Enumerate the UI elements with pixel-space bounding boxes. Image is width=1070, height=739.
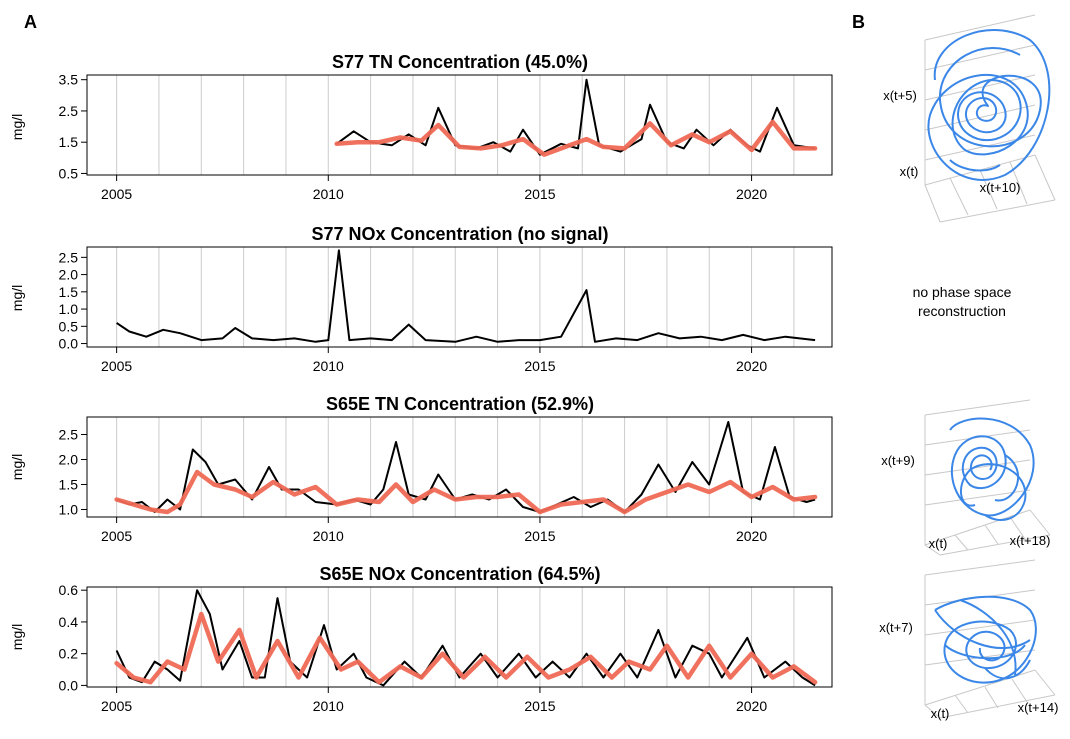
y-tick-label: 2.5	[59, 103, 79, 119]
x-tick-label: 2020	[736, 698, 767, 714]
axis-label-vertical: x(t+7)	[879, 620, 913, 635]
y-axis-label: mg/l	[9, 454, 25, 480]
observed-series-line	[115, 589, 816, 687]
x-tick-label: 2020	[736, 186, 767, 202]
y-tick-label: 2.5	[59, 249, 79, 265]
y-tick-label: 0.4	[59, 614, 79, 630]
axis-label-left: x(t)	[931, 706, 950, 721]
panel-label-a: A	[24, 12, 37, 32]
axis-label-left: x(t)	[929, 536, 948, 551]
model-series-line	[114, 611, 818, 685]
x-tick-label: 2020	[736, 528, 767, 544]
chart-s77-nox: S77 NOx Concentration (no signal) mg/l 0…	[9, 224, 833, 374]
y-tick-label: 1.5	[59, 284, 79, 300]
phase-space-s77-tn: x(t+5) x(t) x(t+10)	[883, 14, 1056, 223]
y-axis-label: mg/l	[9, 285, 25, 311]
y-tick-label: 3.5	[59, 72, 79, 88]
x-tick-label: 2015	[524, 698, 555, 714]
y-tick-label: 0.0	[59, 677, 79, 693]
chart-s65e-nox: S65E NOx Concentration (64.5%) mg/l 0.0 0…	[9, 564, 833, 714]
x-tick-label: 2010	[313, 358, 344, 374]
y-axis-label: mg/l	[9, 114, 25, 140]
y-tick-label: 1.0	[59, 301, 79, 317]
x-tick-label: 2005	[101, 358, 132, 374]
x-tick-label: 2010	[313, 186, 344, 202]
phase-space-s77-nox: no phase space reconstruction	[913, 284, 1012, 319]
attractor-curve	[927, 29, 1051, 181]
y-axis-label: mg/l	[9, 624, 25, 650]
attractor-curve	[934, 595, 1037, 684]
y-tick-label: 0.5	[59, 318, 79, 334]
panel-label-b: B	[852, 12, 865, 32]
x-tick-label: 2005	[101, 698, 132, 714]
chart-s77-tn: S77 TN Concentration (45.0%) mg/l 0.5 1.5…	[9, 52, 833, 202]
y-tick-label: 0.5	[59, 165, 79, 181]
attractor-curve	[949, 417, 1035, 521]
y-tick-label: 1.0	[59, 502, 79, 518]
model-series-line	[114, 469, 818, 515]
axis-label-vertical: x(t+5)	[883, 88, 917, 103]
chart-title: S77 NOx Concentration (no signal)	[311, 224, 608, 244]
chart-title: S65E TN Concentration (52.9%)	[326, 394, 594, 414]
y-tick-label: 1.5	[59, 134, 79, 150]
model-series-line	[334, 119, 818, 157]
observed-series-line	[116, 249, 816, 343]
observed-series-line	[116, 421, 816, 513]
no-reconstruction-note-line1: no phase space	[913, 284, 1012, 300]
y-tick-label: 0.2	[59, 646, 79, 662]
y-tick-label: 2.0	[59, 452, 79, 468]
plot-frame	[86, 74, 833, 176]
phase-space-s65e-tn: x(t+9) x(t) x(t+18)	[881, 399, 1051, 556]
axis-label-right: x(t+10)	[980, 180, 1021, 195]
x-tick-label: 2005	[101, 186, 132, 202]
y-tick-label: 0.6	[59, 582, 79, 598]
x-tick-label: 2015	[524, 186, 555, 202]
phase-space-s65e-nox: x(t+7) x(t) x(t+14)	[879, 559, 1059, 721]
x-tick-label: 2010	[313, 698, 344, 714]
x-tick-label: 2020	[736, 358, 767, 374]
axis-label-left: x(t)	[900, 164, 919, 179]
y-tick-label: 2.5	[59, 427, 79, 443]
x-tick-label: 2015	[524, 528, 555, 544]
y-tick-label: 0.0	[59, 336, 79, 352]
chart-title: S77 TN Concentration (45.0%)	[332, 52, 588, 72]
axis-label-right: x(t+14)	[1018, 700, 1059, 715]
x-tick-label: 2005	[101, 528, 132, 544]
x-tick-label: 2015	[524, 358, 555, 374]
axis-label-vertical: x(t+9)	[881, 453, 915, 468]
axis-label-right: x(t+18)	[1010, 533, 1051, 548]
plot-frame	[86, 246, 833, 348]
x-tick-label: 2010	[313, 528, 344, 544]
y-tick-label: 1.5	[59, 477, 79, 493]
no-reconstruction-note-line2: reconstruction	[918, 303, 1006, 319]
chart-title: S65E NOx Concentration (64.5%)	[319, 564, 600, 584]
chart-s65e-tn: S65E TN Concentration (52.9%) mg/l 1.0 1.…	[9, 394, 833, 544]
plot-frame	[86, 416, 833, 518]
y-tick-label: 2.0	[59, 267, 79, 283]
plot-frame	[86, 586, 833, 688]
